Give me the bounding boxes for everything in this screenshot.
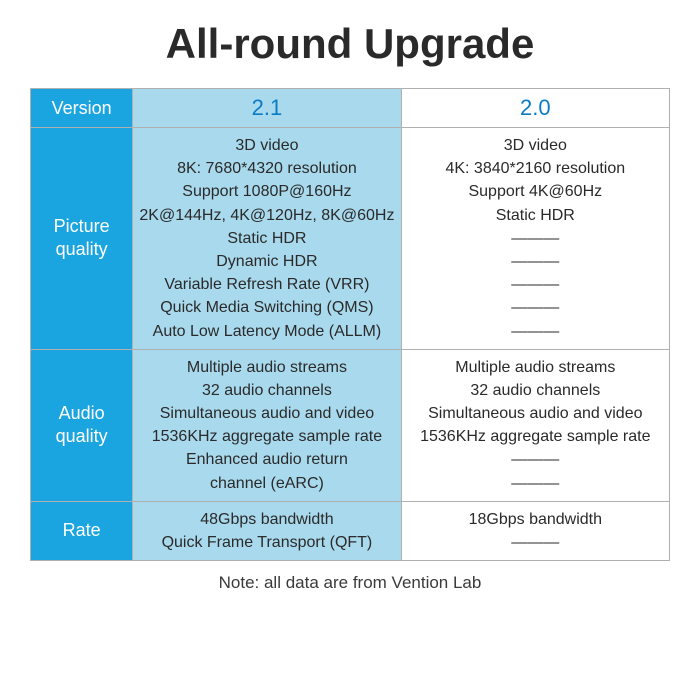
cell-rate-v20: 18Gbps bandwidth——— [401,501,669,560]
cell-content: 3D video4K: 3840*2160 resolutionSupport … [406,134,665,343]
header-v20-cell: 2.0 [401,89,669,128]
page-title: All-round Upgrade [30,20,670,68]
cell-picture-v20: 3D video4K: 3840*2160 resolutionSupport … [401,128,669,350]
cell-content: 18Gbps bandwidth——— [406,508,665,554]
rate-row: Rate 48Gbps bandwidthQuick Frame Transpo… [31,501,670,560]
picture-quality-row: Picturequality 3D video8K: 7680*4320 res… [31,128,670,350]
comparison-infographic: All-round Upgrade Version 2.1 2.0 Pictur… [0,0,700,700]
cell-rate-v21: 48Gbps bandwidthQuick Frame Transport (Q… [133,501,401,560]
comparison-table: Version 2.1 2.0 Picturequality 3D video8… [30,88,670,561]
row-label-rate: Rate [31,501,133,560]
header-v21-cell: 2.1 [133,89,401,128]
audio-quality-row: Audioquality Multiple audio streams32 au… [31,349,670,501]
cell-content: Multiple audio streams32 audio channelsS… [406,356,665,495]
header-row: Version 2.1 2.0 [31,89,670,128]
row-label-picture: Picturequality [31,128,133,350]
cell-picture-v21: 3D video8K: 7680*4320 resolutionSupport … [133,128,401,350]
cell-audio-v21: Multiple audio streams32 audio channelsS… [133,349,401,501]
header-label-cell: Version [31,89,133,128]
row-label-audio: Audioquality [31,349,133,501]
cell-content: Multiple audio streams32 audio channelsS… [137,356,396,495]
footnote-text: Note: all data are from Vention Lab [30,573,670,593]
cell-audio-v20: Multiple audio streams32 audio channelsS… [401,349,669,501]
cell-content: 48Gbps bandwidthQuick Frame Transport (Q… [137,508,396,554]
cell-content: 3D video8K: 7680*4320 resolutionSupport … [137,134,396,343]
